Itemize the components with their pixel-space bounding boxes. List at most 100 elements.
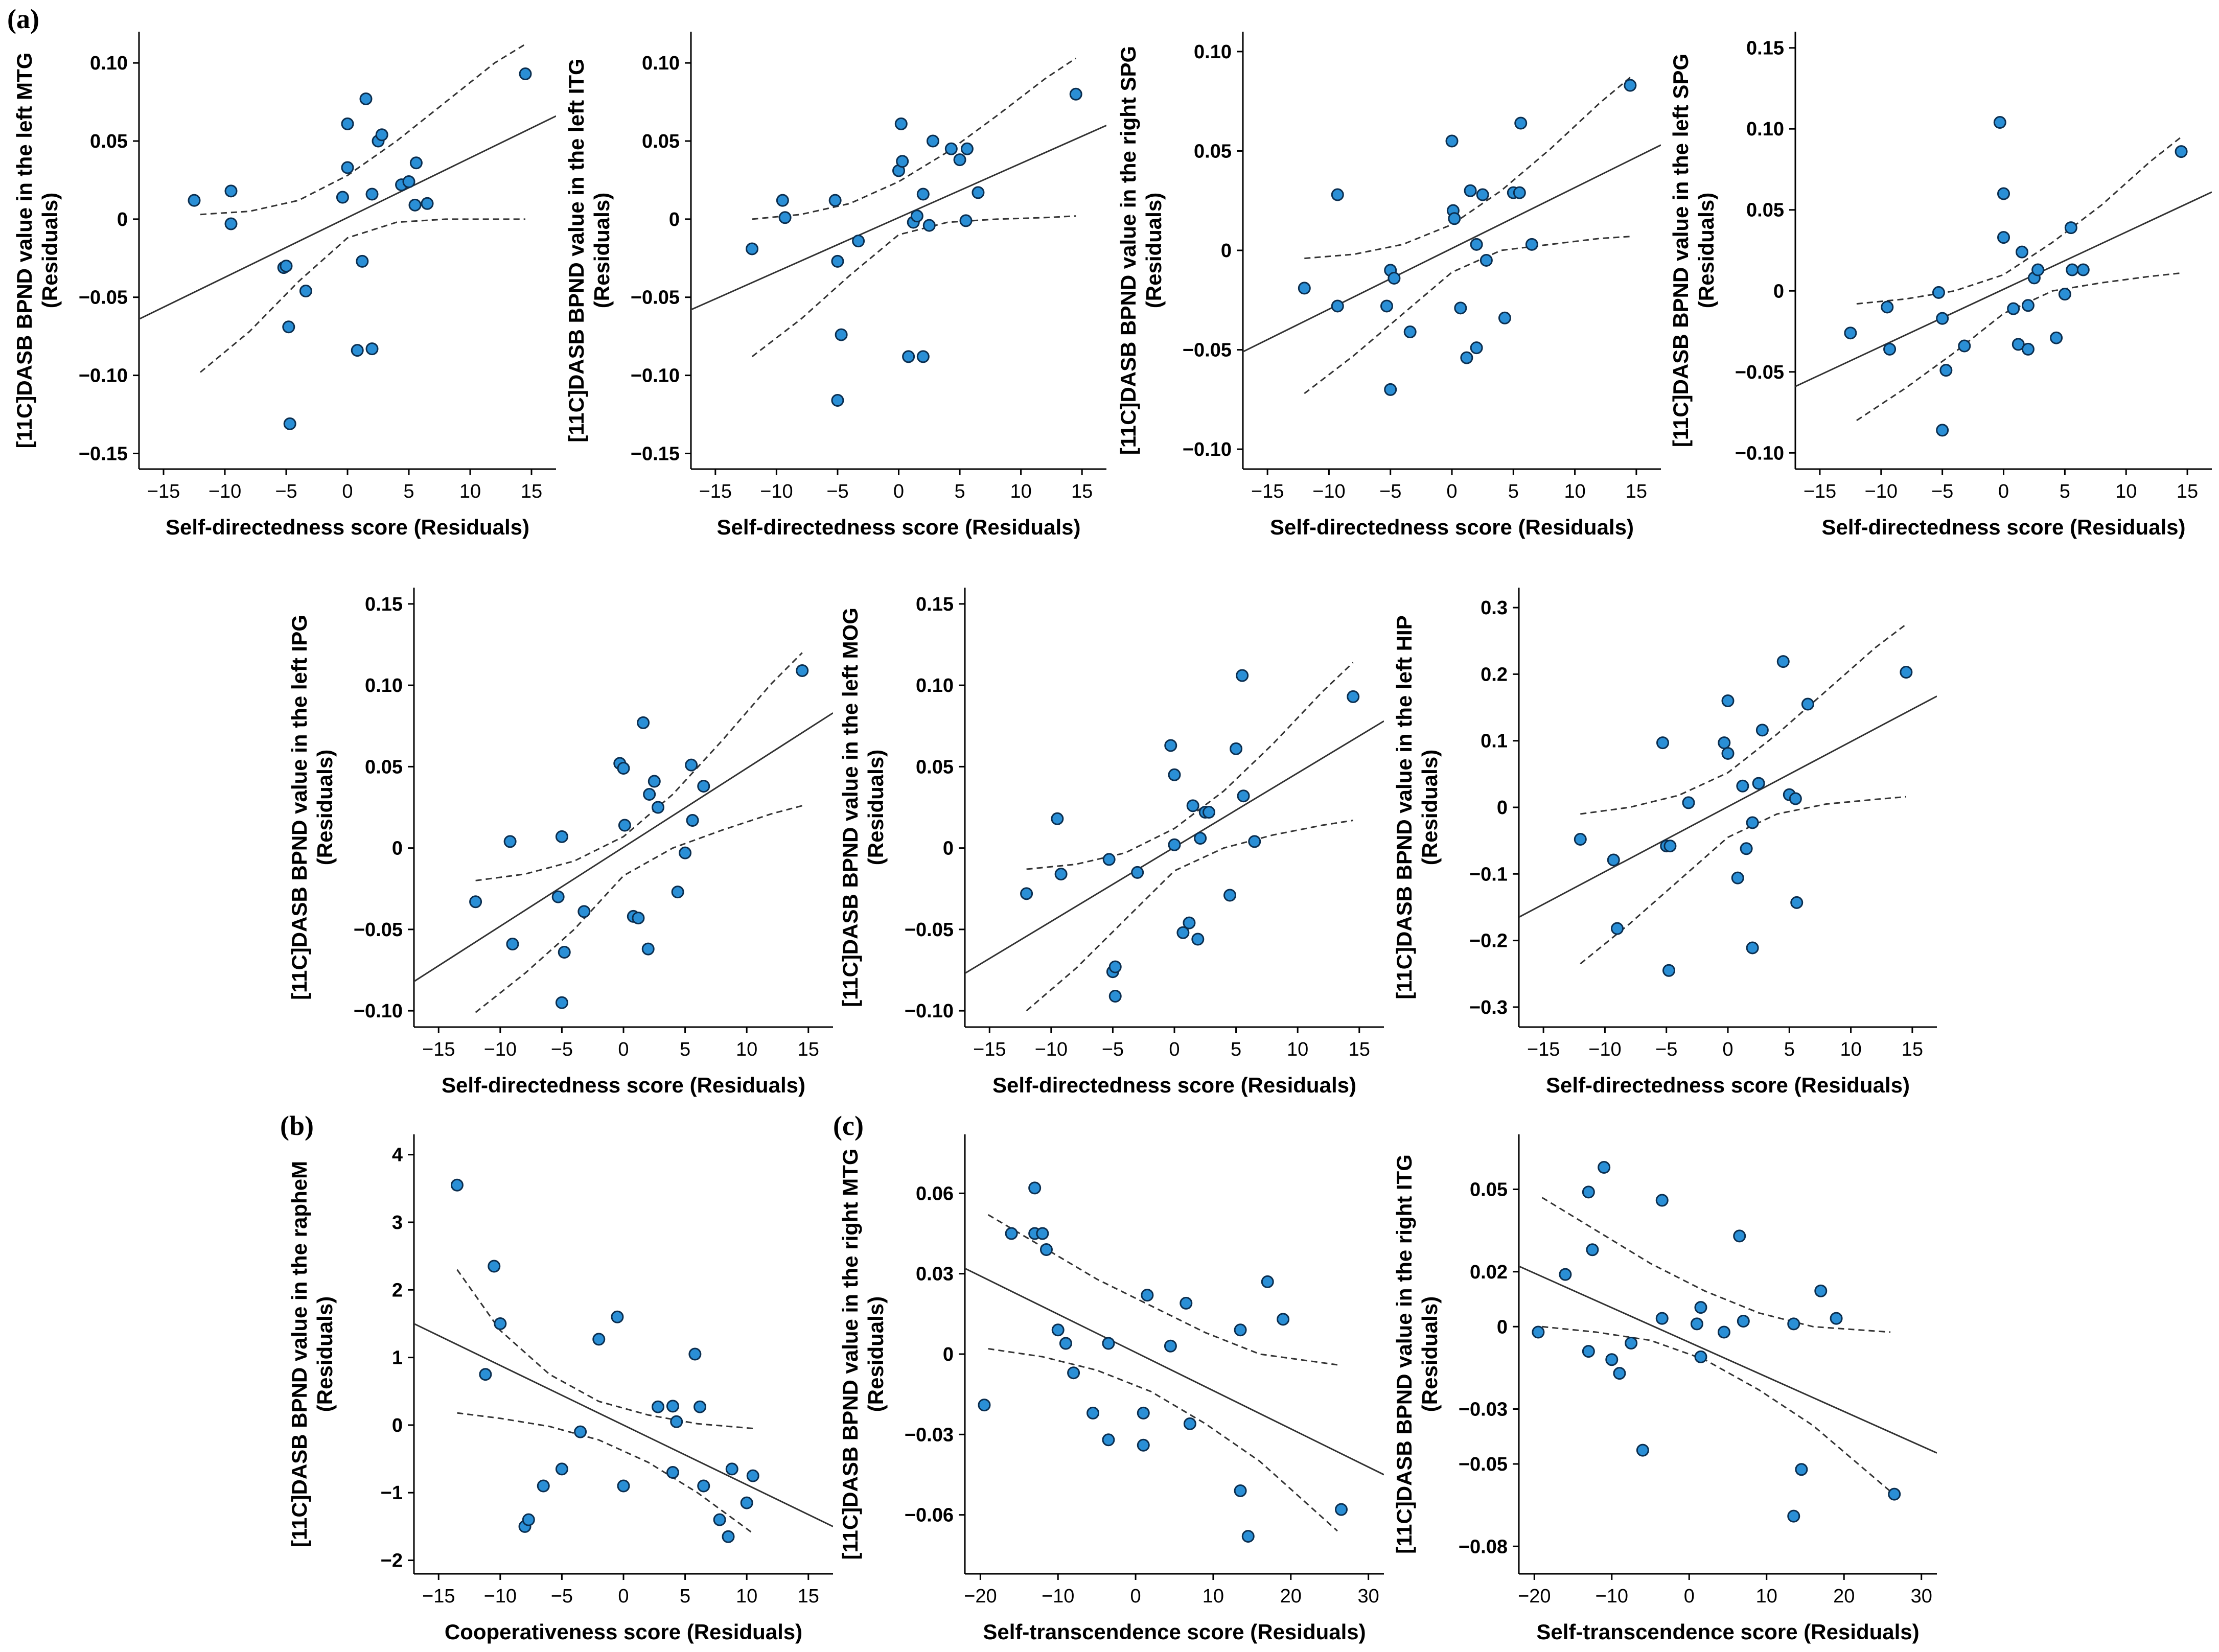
data-point xyxy=(1514,117,1528,130)
y-tick-label: 0.15 xyxy=(1746,38,1784,59)
data-point xyxy=(408,198,422,212)
chart-itg-right: −20 −10 0 10 20 30 −0.08 −0.05 −0.03 0 0.02 0.05 Sel… xyxy=(1392,1134,1937,1644)
x-tick-label: 10 xyxy=(1840,1039,1861,1060)
data-point xyxy=(922,219,936,232)
data-point xyxy=(828,194,842,207)
data-point xyxy=(224,184,238,198)
ci-upper-line xyxy=(1304,77,1631,260)
data-point xyxy=(280,260,293,273)
y-tick-label: 0.2 xyxy=(1481,664,1508,685)
data-point xyxy=(685,758,698,772)
x-tick-label: 10 xyxy=(736,1039,757,1060)
chart-itg-left: −15 −10 −5 0 5 10 15 −0.15 −0.10 −0.05 0 0.05 0.10 Se… xyxy=(564,32,1106,539)
data-point xyxy=(1248,835,1261,848)
data-point xyxy=(688,1347,702,1361)
y-tick-label: 0.05 xyxy=(1194,141,1232,162)
data-point xyxy=(409,156,423,170)
data-point xyxy=(1844,327,1857,340)
data-point xyxy=(1801,697,1814,711)
ci-lower-line xyxy=(1304,236,1630,394)
data-point xyxy=(2076,263,2090,276)
data-point xyxy=(356,254,369,268)
y-tick-label: −0.05 xyxy=(354,919,403,941)
data-point xyxy=(469,895,482,909)
data-point xyxy=(283,417,296,430)
y-tick-label: 0.05 xyxy=(916,756,954,778)
y-axis-sublabel: (Residuals) xyxy=(1694,193,1718,308)
data-point xyxy=(1733,1229,1746,1243)
data-point xyxy=(648,775,661,788)
y-axis-sublabel: (Residuals) xyxy=(38,193,62,308)
data-point xyxy=(1334,1503,1348,1516)
y-tick-label: −1 xyxy=(381,1482,403,1504)
y-tick-label: −0.03 xyxy=(1459,1399,1508,1421)
data-point xyxy=(896,155,909,168)
data-point xyxy=(341,161,354,174)
data-point xyxy=(1636,1444,1649,1457)
y-axis-label: [11C]DASB BPND value in the left SPG xyxy=(1669,54,1693,447)
x-tick-label: −10 xyxy=(484,1586,517,1607)
data-point xyxy=(365,342,379,356)
data-point xyxy=(1223,889,1237,902)
x-tick-label: 0 xyxy=(1446,481,1457,502)
data-point xyxy=(2021,299,2035,312)
data-point xyxy=(1298,282,1311,295)
x-tick-label: 0 xyxy=(1169,1039,1180,1060)
data-point xyxy=(1261,1275,1274,1288)
y-tick-label: −0.05 xyxy=(79,287,128,309)
data-point xyxy=(1532,1325,1545,1339)
x-tick-label: 15 xyxy=(798,1039,819,1060)
data-point xyxy=(894,117,908,130)
data-point xyxy=(1663,840,1677,853)
data-point xyxy=(574,1425,587,1438)
data-point xyxy=(1164,1339,1177,1353)
ci-upper-line xyxy=(456,1269,753,1429)
panel-label-a: (a) xyxy=(7,4,39,34)
x-tick-label: 5 xyxy=(2060,481,2070,502)
y-tick-label: −0.05 xyxy=(1459,1454,1508,1475)
y-tick-label: −0.10 xyxy=(905,1000,954,1022)
x-tick-label: 0 xyxy=(1684,1586,1695,1607)
y-tick-label: −0.2 xyxy=(1469,930,1508,952)
regression-line xyxy=(414,712,833,983)
data-point xyxy=(1460,351,1473,364)
data-point xyxy=(670,1415,683,1428)
data-point xyxy=(1051,812,1064,825)
data-point xyxy=(796,664,809,677)
data-point xyxy=(2012,338,2025,351)
x-axis-label: Self-directedness score (Residuals) xyxy=(1270,515,1634,539)
data-point xyxy=(1191,933,1205,946)
data-point xyxy=(1380,299,1393,313)
data-point xyxy=(746,242,759,255)
x-tick-label: −15 xyxy=(1251,481,1284,502)
y-axis-label: [11C]DASB BPND value in the right SPG xyxy=(1116,46,1140,455)
ci-lower-line xyxy=(457,1412,754,1534)
data-point xyxy=(1731,871,1744,885)
data-point xyxy=(1690,1317,1703,1331)
y-tick-label: −0.05 xyxy=(905,919,954,941)
data-point xyxy=(555,830,568,843)
ci-upper-line xyxy=(752,57,1077,220)
y-axis-sublabel: (Residuals) xyxy=(1418,750,1442,865)
data-point xyxy=(1598,1161,1611,1174)
data-point xyxy=(611,1310,624,1323)
y-tick-label: 3 xyxy=(392,1212,403,1234)
data-point xyxy=(637,716,650,729)
y-tick-label: 0.15 xyxy=(365,594,403,615)
y-tick-label: −0.10 xyxy=(631,365,680,387)
y-tick-label: −0.08 xyxy=(1459,1536,1508,1557)
data-point xyxy=(1586,1243,1599,1257)
y-axis-label: [11C]DASB BPND value in the left HIP xyxy=(1392,615,1416,999)
y-tick-label: 0 xyxy=(392,1415,403,1436)
data-point xyxy=(666,1400,679,1413)
data-point xyxy=(1347,690,1360,703)
ci-upper-line xyxy=(475,652,803,881)
data-point xyxy=(652,1400,665,1413)
chart-mog-left: −15 −10 −5 0 5 10 15 −0.10 −0.05 0 0.05 0.10 0.15 Sel… xyxy=(838,588,1384,1097)
data-point xyxy=(746,1469,759,1482)
data-point xyxy=(1795,1463,1808,1476)
x-tick-label: −10 xyxy=(760,481,793,502)
y-axis-sublabel: (Residuals) xyxy=(1142,193,1166,308)
